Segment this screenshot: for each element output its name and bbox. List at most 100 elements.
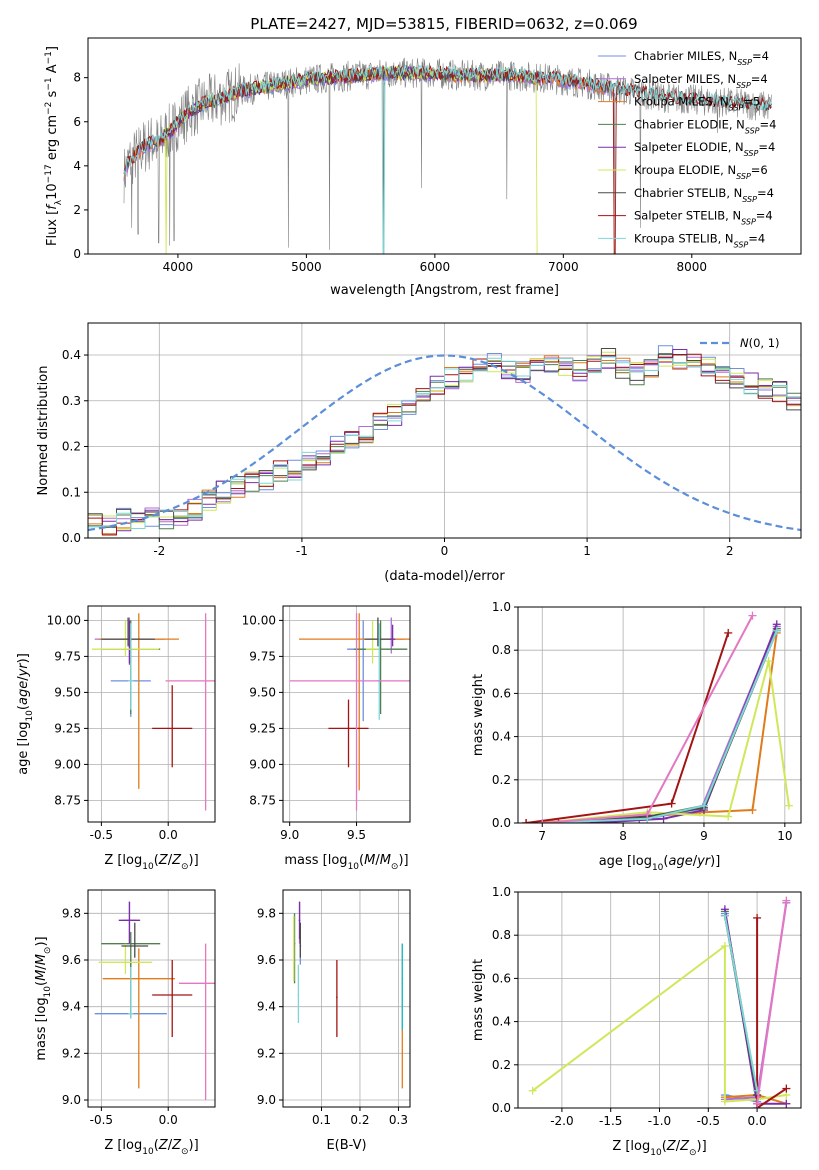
label-part: Z [log [104, 1138, 142, 1153]
label-part: λ [54, 199, 64, 205]
legend-label-tail: =4 [756, 209, 773, 223]
legend-label: Kroupa ELODIE, NSSP=6 [634, 163, 768, 181]
residual-histogram-line [88, 351, 801, 530]
legend-label: Salpeter STELIB, NSSP=4 [634, 209, 773, 227]
y-tick-label: 9.25 [249, 721, 276, 735]
legend-label: Kroupa MILES, NSSP=5 [634, 95, 760, 113]
series-line [542, 615, 754, 823]
label-part: ( [663, 854, 668, 869]
y-tick-label: 0.0 [492, 816, 511, 830]
y-tick-label: 0.4 [492, 730, 511, 744]
x-tick-label: 7000 [548, 260, 579, 274]
label-part: 10 [142, 862, 154, 872]
label-part: Z [158, 1138, 169, 1153]
legend-label-base: Salpeter MILES, N [634, 72, 736, 86]
label-part: 10 [45, 183, 60, 200]
label-part: 10 [348, 862, 360, 872]
label-part: s [45, 90, 60, 101]
y-tick-label: 2 [73, 203, 81, 217]
y-tick-label: 9.25 [54, 721, 81, 735]
label-part: / [676, 1139, 681, 1154]
series-line [582, 626, 778, 823]
series-line [756, 900, 788, 1104]
y-tick-label: 0.4 [62, 348, 81, 362]
axes-frame [87, 605, 216, 823]
legend-label-sub: SSP [742, 194, 757, 203]
y-tick-label: 9.0 [257, 1093, 276, 1107]
legend-label-sub: SSP [744, 149, 759, 158]
legend-label-sub: SSP [736, 80, 751, 89]
x-tick-label: -2 [153, 544, 165, 558]
label-part: )] [34, 936, 49, 946]
legend-label-sub: SSP [737, 58, 752, 67]
y-tick-label: 9.4 [257, 1000, 276, 1014]
y-tick-label: 9.00 [249, 757, 276, 771]
series-line [526, 628, 778, 823]
x-tick-label: -1.5 [599, 1114, 622, 1128]
label-part: )] [189, 1138, 199, 1153]
y-tick-label: 9.75 [54, 649, 81, 663]
label-part: ( [34, 981, 49, 986]
y-axis-label: Flux [fλ10−17 erg cm−2 s−1 A−1] [44, 46, 64, 246]
y-tick-label: 0.2 [492, 773, 511, 787]
x-tick-label: 7 [538, 829, 546, 843]
legend-label-base: Salpeter STELIB, N [634, 209, 741, 223]
plot-area [522, 611, 793, 823]
plot-area [88, 345, 801, 536]
series-line [723, 909, 787, 1105]
x-tick-label: 5000 [291, 260, 322, 274]
label-part: −1 [44, 77, 54, 90]
x-tick-label: -0.5 [697, 1114, 720, 1128]
x-tick-label: 0.1 [312, 1113, 331, 1127]
label-part: )] [697, 1139, 707, 1154]
legend-label-tail: =5 [743, 95, 760, 109]
x-axis-label: (data-model)/error [384, 569, 505, 584]
label-part: / [16, 676, 31, 681]
label-part: Z [158, 853, 169, 868]
plot-area [94, 901, 215, 1100]
observed-spectrum-line [123, 57, 772, 254]
y-tick-label: 0.6 [492, 971, 511, 985]
y-tick-label: 9.6 [62, 953, 81, 967]
x-tick-label: 0.0 [159, 828, 178, 842]
y-tick-label: 0.6 [492, 686, 511, 700]
y-tick-label: 9.8 [257, 906, 276, 920]
residual-histogram-line [88, 348, 801, 528]
legend-label: Salpeter MILES, NSSP=4 [634, 72, 768, 90]
mass-vs-ebv-panel: 0.1 0.2 0.3 9.0 9.2 9.4 9.6 9.8 E(B-V) [257, 889, 411, 1153]
legend-label-tail: =4 [757, 186, 774, 200]
legend-label: Salpeter ELODIE, NSSP=4 [634, 140, 775, 158]
x-tick-label: -1 [296, 544, 308, 558]
label-part: 10 [25, 710, 35, 722]
x-tick-label: -0.5 [90, 828, 113, 842]
y-tick-label: 0.3 [62, 394, 81, 408]
legend-label: N(0, 1) [740, 336, 780, 350]
y-tick-label: 8.75 [249, 793, 276, 807]
label-part: ( [154, 1138, 159, 1153]
label-part: 10 [652, 863, 664, 873]
label-part: ⊙ [391, 862, 399, 872]
y-tick-label: 9.50 [54, 685, 81, 699]
legend-label-base: Kroupa ELODIE, N [634, 163, 736, 177]
label-part: )] [398, 853, 408, 868]
series-line [542, 630, 778, 823]
axes-frame [282, 605, 411, 823]
y-tick-label: 0.0 [492, 1101, 511, 1115]
legend-label: Chabrier MILES, NSSP=4 [634, 49, 769, 67]
label-part: )] [189, 853, 199, 868]
series-line [542, 628, 778, 823]
legend-label-base: Kroupa STELIB, N [634, 231, 734, 245]
series-line [724, 902, 788, 1101]
residual-histogram-line [88, 353, 801, 530]
axes-frame [517, 606, 802, 824]
y-tick-label: 0 [73, 247, 81, 261]
y-tick-label: 9.4 [62, 1000, 81, 1014]
label-part: ( [359, 853, 364, 868]
legend-label: Chabrier ELODIE, NSSP=4 [634, 117, 776, 135]
legend-label-tail: =4 [760, 117, 777, 131]
label-part: ⊙ [181, 1147, 189, 1157]
y-tick-label: 0.0 [62, 531, 81, 545]
label-part: −1 [44, 51, 54, 64]
label-part: mass [log [284, 853, 347, 868]
